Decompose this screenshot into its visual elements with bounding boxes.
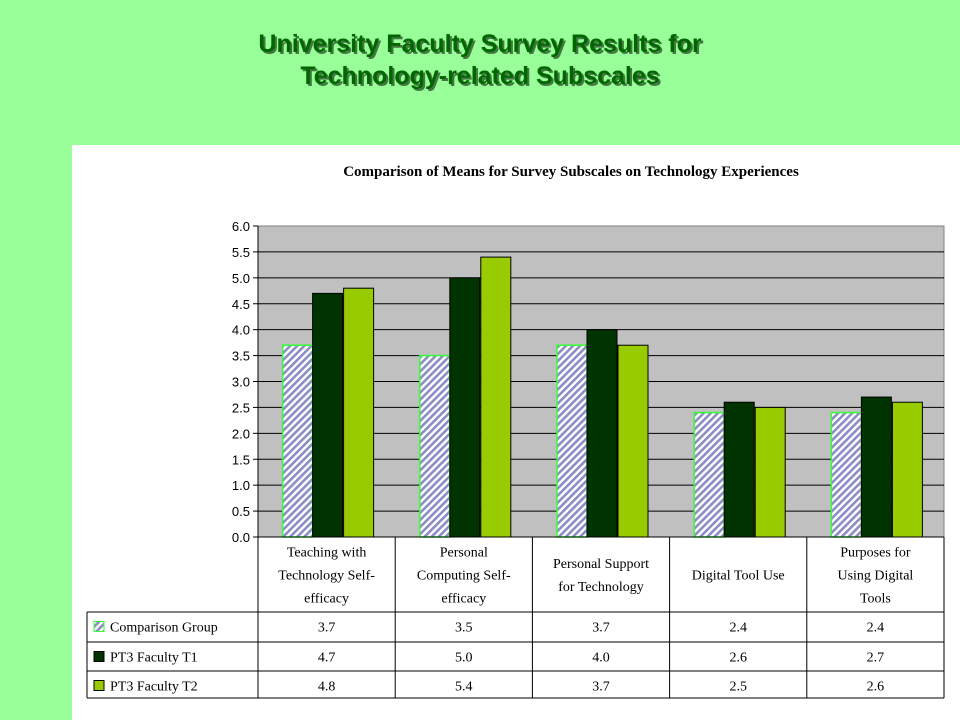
- category-label: Purposes for: [840, 546, 911, 561]
- legend-label: PT3 Faculty T2: [110, 680, 198, 695]
- bar-chart: Comparison of Means for Survey Subscales…: [86, 164, 945, 699]
- bar-pt3-faculty-t1-1: [449, 277, 481, 538]
- data-label: 4.0: [592, 651, 610, 666]
- bar-comparison-group-4: [830, 411, 863, 538]
- y-tick-label: 3.0: [232, 375, 250, 390]
- bar-comparison-group-1: [419, 354, 451, 538]
- bar-pt3-faculty-t2-1: [480, 256, 512, 538]
- data-label: 3.5: [455, 621, 473, 636]
- category-label: Digital Tool Use: [692, 569, 785, 584]
- data-label: 2.6: [867, 680, 885, 695]
- chart-panel: Comparison of Means for Survey Subscales…: [72, 145, 960, 720]
- legend-label: Comparison Group: [110, 621, 218, 636]
- y-tick-label: 5.5: [232, 245, 250, 260]
- y-tick-label: 1.0: [232, 478, 250, 493]
- category-label: efficacy: [304, 592, 349, 607]
- y-tick-label: 2.0: [232, 426, 250, 441]
- category-label: efficacy: [441, 592, 486, 607]
- data-label: 2.4: [867, 621, 885, 636]
- bar-comparison-group-2: [556, 344, 588, 538]
- slide-title: University Faculty Survey Results for Te…: [0, 28, 960, 92]
- bar-pt3-faculty-t2-3: [754, 406, 786, 538]
- chart-title: Comparison of Means for Survey Subscales…: [343, 164, 799, 180]
- category-label: Personal Support: [553, 557, 649, 572]
- legend-key: [93, 651, 105, 662]
- category-label: Personal: [440, 546, 488, 561]
- bar-pt3-faculty-t2-4: [891, 401, 923, 538]
- category-label: Using Digital: [837, 569, 913, 584]
- bar-pt3-faculty-t1-3: [723, 401, 755, 538]
- y-tick-label: 4.5: [232, 297, 250, 312]
- bar-comparison-group-0: [281, 344, 314, 538]
- bar-comparison-group-3: [693, 411, 725, 538]
- data-label: 3.7: [592, 621, 610, 636]
- category-label: Teaching with: [287, 546, 367, 561]
- data-label: 2.5: [729, 680, 747, 695]
- y-tick-label: 1.5: [232, 452, 250, 467]
- y-tick-label: 4.0: [232, 323, 250, 338]
- y-tick-label: 6.0: [232, 219, 250, 234]
- bar-pt3-faculty-t2-0: [343, 287, 375, 538]
- y-tick-label: 2.5: [232, 400, 250, 415]
- data-label: 4.8: [318, 680, 336, 695]
- data-label: 2.6: [729, 651, 747, 666]
- category-label: Technology Self-: [278, 569, 375, 584]
- legend-label: PT3 Faculty T1: [110, 651, 198, 666]
- data-label: 5.4: [455, 680, 473, 695]
- slide-title-line-2: Technology-related Subscales: [300, 62, 660, 90]
- bar-pt3-faculty-t2-2: [617, 344, 649, 538]
- legend-key: [93, 680, 105, 691]
- data-label: 2.4: [729, 621, 747, 636]
- data-label: 4.7: [318, 651, 336, 666]
- bar-pt3-faculty-t1-4: [860, 396, 892, 538]
- y-tick-label: 5.0: [232, 271, 250, 286]
- data-label: 2.7: [867, 651, 885, 666]
- data-label: 5.0: [455, 651, 473, 666]
- y-tick-label: 0.5: [232, 504, 250, 519]
- data-label: 3.7: [318, 621, 336, 636]
- data-label: 3.7: [592, 680, 610, 695]
- slide-title-line-1: University Faculty Survey Results for: [258, 30, 702, 58]
- y-tick-label: 0.0: [232, 530, 250, 545]
- category-label: Tools: [860, 592, 891, 607]
- y-tick-label: 3.5: [232, 349, 250, 364]
- category-label: for Technology: [558, 580, 643, 595]
- legend-key: [93, 621, 105, 632]
- bar-pt3-faculty-t1-0: [312, 292, 344, 538]
- bar-pt3-faculty-t1-2: [586, 329, 618, 538]
- category-label: Computing Self-: [417, 569, 511, 584]
